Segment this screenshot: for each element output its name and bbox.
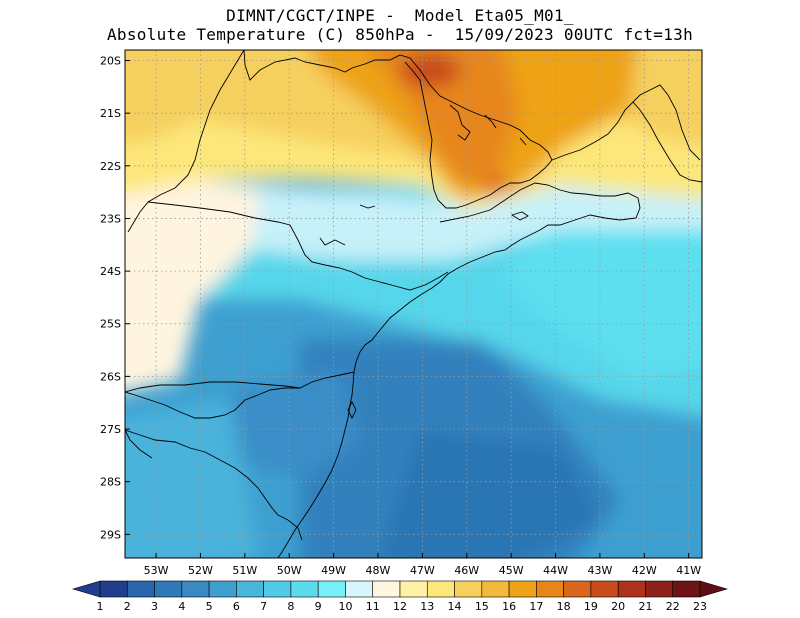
- colorbar-label: 17: [529, 600, 543, 613]
- lon-tick-label: 46W: [454, 564, 479, 577]
- lat-tick-label: 28S: [100, 476, 121, 489]
- colorbar-swatch: [399, 580, 428, 598]
- latitude-labels: 20S 21S 22S 23S 24S 25S 26S 27S 28S 29S: [100, 55, 121, 542]
- reservoir-outlines: [319, 104, 527, 246]
- colorbar-label: 19: [584, 600, 598, 613]
- colorbar-label: 12: [393, 600, 407, 613]
- colorbar-label: 3: [151, 600, 158, 613]
- title-line-1: DIMNT/CGCT/INPE - Model Eta05_M01_: [226, 6, 574, 25]
- coastline: [277, 182, 641, 558]
- colorbar-label: 13: [420, 600, 434, 613]
- lon-tick-label: 52W: [188, 564, 213, 577]
- colorbar-swatch: [236, 580, 264, 598]
- colorbar-swatch: [181, 580, 210, 598]
- lon-tick-label: 50W: [277, 564, 302, 577]
- lat-tick-label: 23S: [100, 212, 121, 225]
- colorbar-swatch: [563, 580, 592, 598]
- colorbar-swatch: [372, 580, 401, 598]
- lon-tick-label: 53W: [144, 564, 169, 577]
- colorbar-label: 15: [475, 600, 489, 613]
- colorbar-high-arrow: [699, 580, 729, 598]
- lat-tick-label: 26S: [100, 370, 121, 383]
- lon-tick-label: 41W: [676, 564, 701, 577]
- lon-tick-label: 51W: [232, 564, 257, 577]
- colorbar-label: 9: [315, 600, 322, 613]
- colorbar-label: 4: [178, 600, 185, 613]
- longitude-labels: 53W 52W 51W 50W 49W 48W 47W 46W 45W 44W 43W 42W 41W: [144, 564, 702, 577]
- lat-tick-label: 22S: [100, 160, 121, 173]
- colorbar-label: 18: [557, 600, 571, 613]
- colorbar-label: 20: [611, 600, 625, 613]
- colorbar-label: 2: [124, 600, 131, 613]
- colorbar-swatch: [345, 580, 374, 598]
- lon-tick-label: 44W: [543, 564, 568, 577]
- colorbar-label: 21: [638, 600, 652, 613]
- colorbar-swatch: [536, 580, 564, 598]
- state-border-rio-grande-do-sul: [125, 429, 303, 541]
- international-border: [125, 381, 301, 459]
- colorbar-swatch: [426, 580, 455, 598]
- colorbar: 1 2 3 4 5 6 7 8 9 10 11 12 13 14 15 16 17 18 19 20 21 22 23: [71, 580, 729, 613]
- colorbar-swatch: [208, 580, 237, 598]
- state-border-mato-grosso-do-sul: [127, 50, 245, 233]
- colorbar-swatch: [617, 580, 646, 598]
- temperature-field: [125, 50, 702, 558]
- colorbar-swatch: [126, 580, 155, 598]
- colorbar-swatch: [590, 580, 619, 598]
- lat-tick-label: 27S: [100, 423, 121, 436]
- colorbar-swatch: [645, 580, 674, 598]
- colorbar-label: 8: [287, 600, 294, 613]
- colorbar-swatch: [290, 580, 319, 598]
- state-border-espirito-santo: [632, 84, 701, 161]
- colorbar-swatch: [481, 580, 510, 598]
- lon-tick-label: 49W: [321, 564, 346, 577]
- colorbar-swatch: [454, 580, 483, 598]
- colorbar-swatch: [317, 580, 346, 598]
- lon-tick-label: 42W: [632, 564, 657, 577]
- colorbar-label: 16: [502, 600, 516, 613]
- colorbar-label: 22: [666, 600, 680, 613]
- state-border-minas-gerais: [243, 50, 553, 209]
- colorbar-label: 23: [693, 600, 707, 613]
- lat-tick-label: 25S: [100, 318, 121, 331]
- map-gridlines: [125, 50, 702, 558]
- colorbar-swatch: [263, 580, 292, 598]
- colorbar-swatch: [672, 580, 701, 598]
- colorbar-label: 11: [366, 600, 380, 613]
- colorbar-label: 7: [260, 600, 267, 613]
- state-border-santa-catarina: [125, 371, 355, 419]
- lat-tick-label: 21S: [100, 107, 121, 120]
- state-border-parana: [147, 201, 449, 291]
- colorbar-label: 14: [448, 600, 462, 613]
- colorbar-label: 5: [206, 600, 213, 613]
- lat-tick-label: 20S: [100, 55, 121, 68]
- lon-tick-label: 43W: [587, 564, 612, 577]
- lat-tick-label: 24S: [100, 265, 121, 278]
- map-frame: [124, 49, 703, 559]
- colorbar-label: 1: [97, 600, 104, 613]
- lon-tick-label: 45W: [499, 564, 524, 577]
- colorbar-label: 10: [338, 600, 352, 613]
- colorbar-swatch: [508, 580, 537, 598]
- title-line-2: Absolute Temperature (C) 850hPa - 15/09/…: [106, 25, 694, 44]
- colorbar-swatch: [99, 580, 128, 598]
- colorbar-label: 6: [233, 600, 240, 613]
- colorbar-swatch: [154, 580, 183, 598]
- lon-tick-label: 48W: [366, 564, 391, 577]
- lon-tick-label: 47W: [410, 564, 435, 577]
- coastline-islands: [347, 211, 529, 420]
- colorbar-low-arrow: [71, 580, 101, 598]
- lat-tick-label: 29S: [100, 528, 121, 541]
